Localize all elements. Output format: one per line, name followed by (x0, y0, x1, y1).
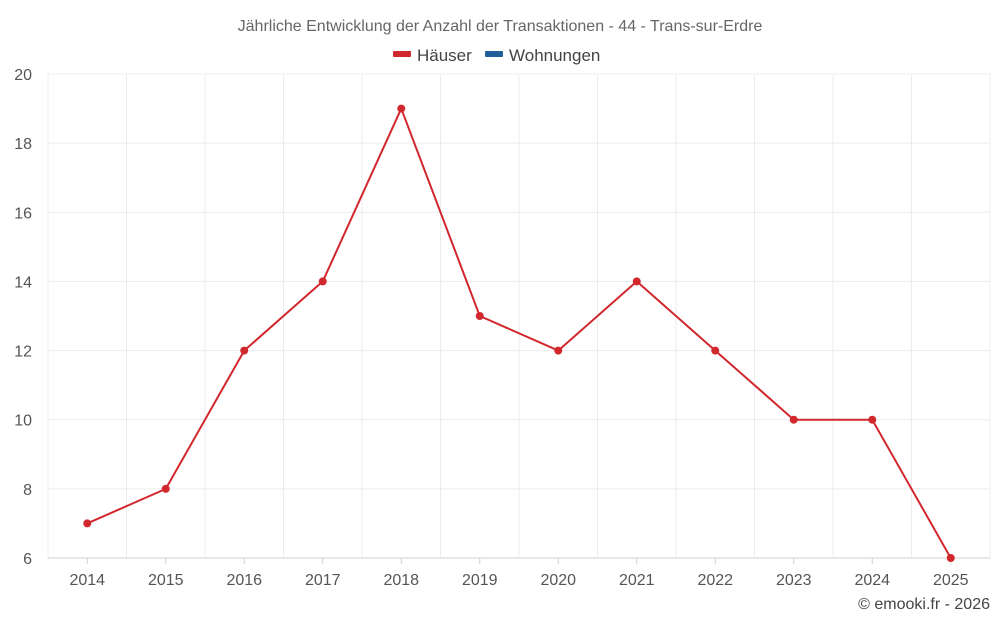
legend-label-haeuser: Häuser (417, 46, 472, 65)
data-point[interactable] (554, 346, 563, 355)
legend-item-haeuser[interactable]: Häuser (393, 46, 472, 65)
data-point[interactable] (161, 484, 170, 493)
y-tick-label: 12 (14, 344, 32, 361)
series-line-0 (86, 107, 952, 559)
chart-title: Jährliche Entwicklung der Anzahl der Tra… (238, 18, 763, 35)
x-tick-label: 2019 (462, 572, 498, 589)
grid (47, 73, 991, 558)
y-tick-label: 18 (14, 136, 32, 153)
data-point[interactable] (868, 415, 877, 424)
x-tick-label: 2020 (540, 572, 576, 589)
data-point[interactable] (475, 312, 484, 320)
x-tick-label: 2025 (933, 572, 969, 589)
y-tick-label: 6 (23, 551, 32, 568)
data-point[interactable] (711, 346, 720, 355)
legend-swatch-haeuser (393, 51, 411, 57)
x-tick-label: 2024 (854, 572, 890, 589)
x-tick-label: 2022 (697, 572, 733, 589)
credit-text: © emooki.fr - 2026 (858, 596, 990, 613)
data-point[interactable] (632, 277, 641, 286)
x-axis: 2014 2015 2016 2017 2018 2019 2020 2021 2022 2023… (48, 557, 990, 589)
x-tick-label: 2015 (148, 572, 184, 589)
x-tick-label: 2016 (226, 572, 262, 589)
legend-swatch-wohnungen (485, 51, 503, 57)
data-point[interactable] (946, 554, 955, 562)
y-tick-label: 16 (14, 205, 32, 222)
plot-area (83, 104, 955, 562)
data-point[interactable] (397, 104, 406, 113)
data-point[interactable] (318, 277, 327, 286)
x-tick-label: 2018 (383, 572, 419, 589)
x-tick-label: 2014 (69, 572, 105, 589)
legend[interactable]: Häuser Wohnungen (393, 46, 600, 65)
data-point[interactable] (240, 346, 249, 355)
y-tick-label: 14 (14, 274, 32, 291)
y-axis: 6 8 10 12 14 16 18 20 (14, 67, 32, 568)
x-tick-label: 2023 (776, 572, 812, 589)
x-tick-label: 2021 (619, 572, 655, 589)
y-tick-label: 10 (14, 413, 32, 430)
legend-label-wohnungen: Wohnungen (509, 46, 600, 65)
data-point[interactable] (789, 415, 798, 424)
y-tick-label: 8 (23, 482, 32, 499)
legend-item-wohnungen[interactable]: Wohnungen (485, 46, 600, 65)
x-tick-label: 2017 (305, 572, 341, 589)
y-tick-label: 20 (14, 67, 32, 84)
data-point[interactable] (83, 519, 92, 528)
